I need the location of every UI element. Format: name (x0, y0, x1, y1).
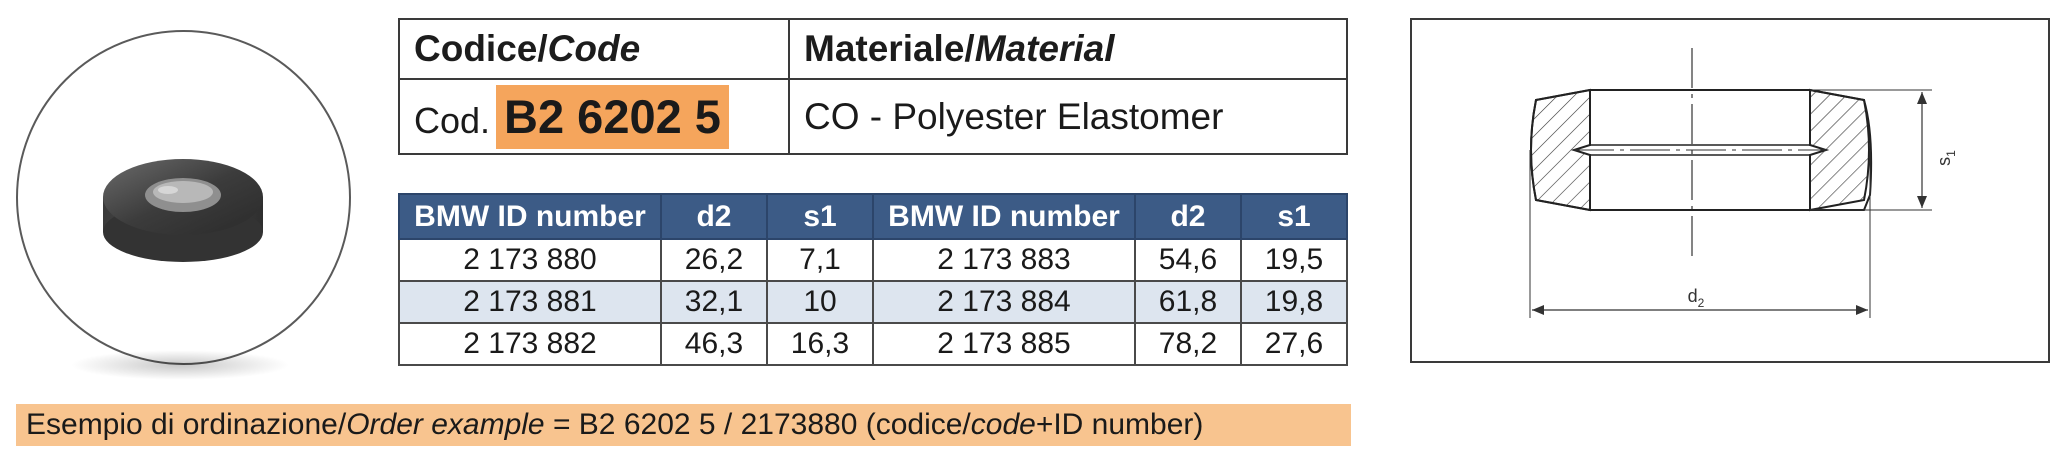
table-cell: 19,5 (1240, 238, 1348, 282)
table-cell: 2 173 880 (398, 238, 662, 282)
svg-text:s1: s1 (1934, 150, 1958, 166)
code-material-table: Codice/Code Materiale/Material Cod. B2 62… (398, 18, 1348, 155)
col-header-d2-2: d2 (1134, 193, 1242, 240)
table-header-row: BMW ID number d2 s1 BMW ID number d2 s1 (398, 193, 1348, 240)
table-cell: 46,3 (660, 322, 768, 366)
table-cell: 19,8 (1240, 280, 1348, 324)
col-header-s1: s1 (766, 193, 874, 240)
table-cell: 16,3 (766, 322, 874, 366)
seal-ring-image (103, 159, 263, 262)
order-example-label-en: Order example (346, 408, 545, 441)
technical-drawing: s1 d2 (1410, 18, 2050, 363)
table-cell: 2 173 882 (398, 322, 662, 366)
code-header-cell: Codice/Code (398, 18, 790, 80)
order-example-suffix: +ID number) (1035, 408, 1204, 441)
table-cell: 7,1 (766, 238, 874, 282)
code-prefix: Cod. (414, 99, 491, 141)
code-label-en: Code (547, 28, 641, 69)
s1-label-sub: 1 (1944, 150, 1958, 157)
table-row: 2 173 881 32,1 10 2 173 884 61,8 19,8 (398, 280, 1348, 324)
material-label-it: Materiale/ (804, 28, 975, 69)
product-photo (16, 30, 351, 365)
material-label-en: Material (974, 28, 1115, 69)
table-cell: 2 173 881 (398, 280, 662, 324)
table-cell: 32,1 (660, 280, 768, 324)
photo-shadow (70, 350, 290, 380)
table-cell: 78,2 (1134, 322, 1242, 366)
table-row: 2 173 880 26,2 7,1 2 173 883 54,6 19,5 (398, 238, 1348, 282)
table-cell: 61,8 (1134, 280, 1242, 324)
order-example-label-it: Esempio di ordinazione/ (26, 408, 347, 441)
table-cell: 2 173 884 (872, 280, 1136, 324)
code-value: B2 6202 5 (496, 84, 729, 149)
svg-text:d2: d2 (1688, 286, 1705, 310)
material-value-cell: CO - Polyester Elastomer (788, 78, 1348, 155)
order-example-bar: Esempio di ordinazione/Order example = B… (16, 404, 1351, 446)
table-cell: 26,2 (660, 238, 768, 282)
material-value: CO - Polyester Elastomer (804, 95, 1224, 137)
col-header-d2: d2 (660, 193, 768, 240)
table-cell: 2 173 885 (872, 322, 1136, 366)
table-cell: 2 173 883 (872, 238, 1136, 282)
col-header-s1-2: s1 (1240, 193, 1348, 240)
d2-label-sub: 2 (1698, 296, 1705, 310)
table-cell: 54,6 (1134, 238, 1242, 282)
bmw-id-table: BMW ID number d2 s1 BMW ID number d2 s1 … (398, 193, 1348, 366)
seal-cross-section-svg: s1 d2 (1529, 48, 1958, 318)
s1-label: s (1934, 157, 1954, 166)
code-value-cell: Cod. B2 6202 5 (398, 78, 790, 155)
col-header-bmw-id-2: BMW ID number (872, 193, 1136, 240)
d2-label: d (1688, 286, 1698, 306)
table-cell: 27,6 (1240, 322, 1348, 366)
table-cell: 10 (766, 280, 874, 324)
order-example-value: = B2 6202 5 / 2173880 (codice/ (544, 408, 971, 441)
col-header-bmw-id: BMW ID number (398, 193, 662, 240)
order-example-code-en: code (970, 408, 1036, 441)
material-header-cell: Materiale/Material (788, 18, 1348, 80)
code-label-it: Codice/ (414, 28, 548, 69)
table-row: 2 173 882 46,3 16,3 2 173 885 78,2 27,6 (398, 322, 1348, 366)
